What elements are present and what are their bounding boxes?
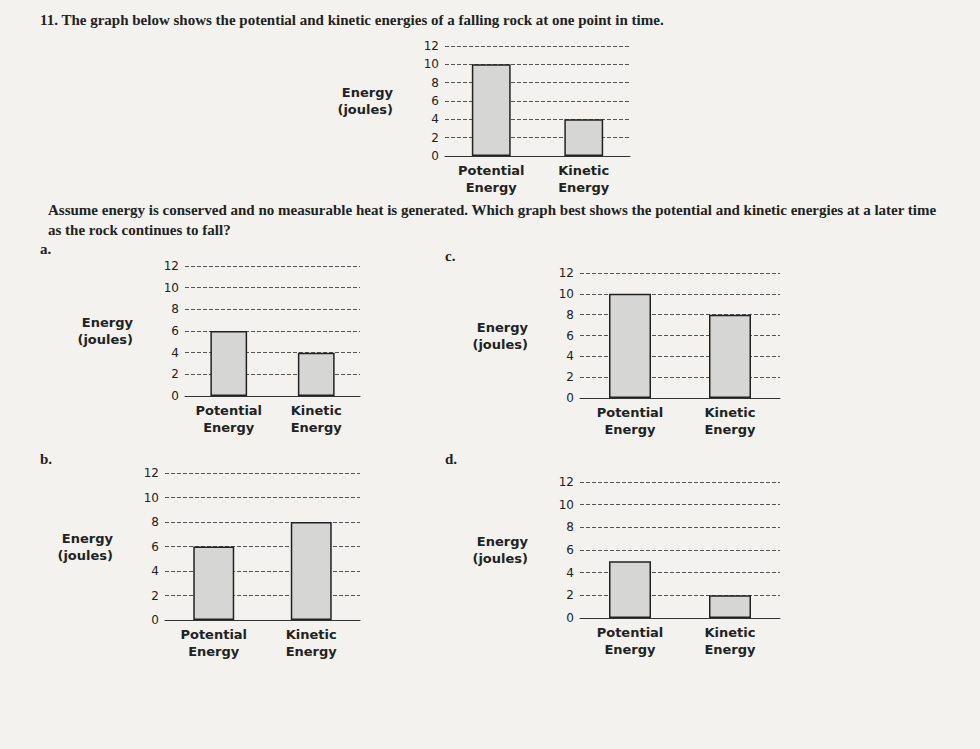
svg-text:Energy: Energy [477, 534, 529, 549]
svg-text:Kinetic: Kinetic [705, 405, 756, 420]
svg-text:Energy: Energy [604, 422, 656, 437]
svg-text:10: 10 [559, 287, 574, 301]
svg-text:Energy: Energy [62, 531, 114, 546]
html-text:Assume energy is conserved and: Assume energy is conserved and no measur… [48, 202, 937, 238]
svg-text:Kinetic: Kinetic [286, 627, 337, 642]
svg-text:2: 2 [566, 588, 574, 602]
svg-text:Energy: Energy [704, 422, 756, 437]
svg-text:6: 6 [566, 543, 574, 557]
svg-text:8: 8 [566, 308, 574, 322]
svg-text:(joules): (joules) [57, 548, 113, 563]
svg-text:Energy: Energy [203, 420, 255, 435]
svg-text:4: 4 [171, 346, 179, 360]
svg-text:b.: b. [40, 451, 52, 467]
svg-text:4: 4 [566, 349, 574, 363]
svg-text:6: 6 [431, 94, 439, 108]
svg-text:0: 0 [566, 391, 574, 405]
svg-text:(joules): (joules) [472, 551, 528, 566]
svg-text:Kinetic: Kinetic [291, 403, 342, 418]
svg-text:a.: a. [40, 241, 52, 257]
svg-text:2: 2 [431, 131, 439, 145]
svg-text:Energy: Energy [82, 315, 134, 330]
svg-text:(joules): (joules) [337, 102, 393, 117]
svg-text:10: 10 [424, 57, 439, 71]
svg-text:8: 8 [431, 76, 439, 90]
svg-text:Potential: Potential [458, 163, 525, 178]
svg-text:Energy: Energy [466, 180, 518, 195]
svg-text:8: 8 [566, 520, 574, 534]
svg-text:0: 0 [431, 149, 439, 163]
svg-text:(joules): (joules) [77, 332, 133, 347]
svg-text:2: 2 [151, 589, 159, 603]
svg-text:12: 12 [559, 266, 574, 280]
svg-text:0: 0 [151, 613, 159, 627]
svg-text:c.: c. [445, 248, 456, 264]
svg-text:Potential: Potential [597, 405, 664, 420]
svg-text:Energy: Energy [342, 85, 394, 100]
svg-text:12: 12 [559, 475, 574, 489]
svg-text:Potential: Potential [195, 403, 262, 418]
svg-text:Potential: Potential [180, 627, 247, 642]
svg-text:8: 8 [171, 302, 179, 316]
svg-text:4: 4 [566, 566, 574, 580]
svg-text:10: 10 [144, 491, 159, 505]
svg-text:Kinetic: Kinetic [558, 163, 609, 178]
svg-text:4: 4 [151, 564, 159, 578]
svg-text:0: 0 [171, 389, 179, 403]
svg-text:Energy: Energy [604, 642, 656, 657]
svg-text:10: 10 [164, 281, 179, 295]
svg-text:(joules): (joules) [472, 337, 528, 352]
svg-text:Energy: Energy [477, 320, 529, 335]
svg-text:Energy: Energy [291, 420, 343, 435]
svg-text:Energy: Energy [286, 644, 338, 659]
html-text:11. The graph below shows the: 11. The graph below shows the potential … [40, 12, 664, 28]
svg-text:Kinetic: Kinetic [705, 625, 756, 640]
svg-text:0: 0 [566, 611, 574, 625]
svg-text:8: 8 [151, 515, 159, 529]
svg-text:Energy: Energy [188, 644, 240, 659]
svg-text:Energy: Energy [558, 180, 610, 195]
svg-text:10: 10 [559, 498, 574, 512]
svg-text:Energy: Energy [704, 642, 756, 657]
svg-text:2: 2 [171, 367, 179, 381]
svg-text:6: 6 [566, 329, 574, 343]
svg-text:2: 2 [566, 370, 574, 384]
svg-text:12: 12 [424, 39, 439, 53]
svg-text:4: 4 [431, 112, 439, 126]
svg-text:6: 6 [171, 324, 179, 338]
svg-text:d.: d. [445, 451, 457, 467]
svg-text:6: 6 [151, 540, 159, 554]
svg-text:12: 12 [164, 259, 179, 273]
svg-text:12: 12 [144, 466, 159, 480]
svg-text:Potential: Potential [597, 625, 664, 640]
